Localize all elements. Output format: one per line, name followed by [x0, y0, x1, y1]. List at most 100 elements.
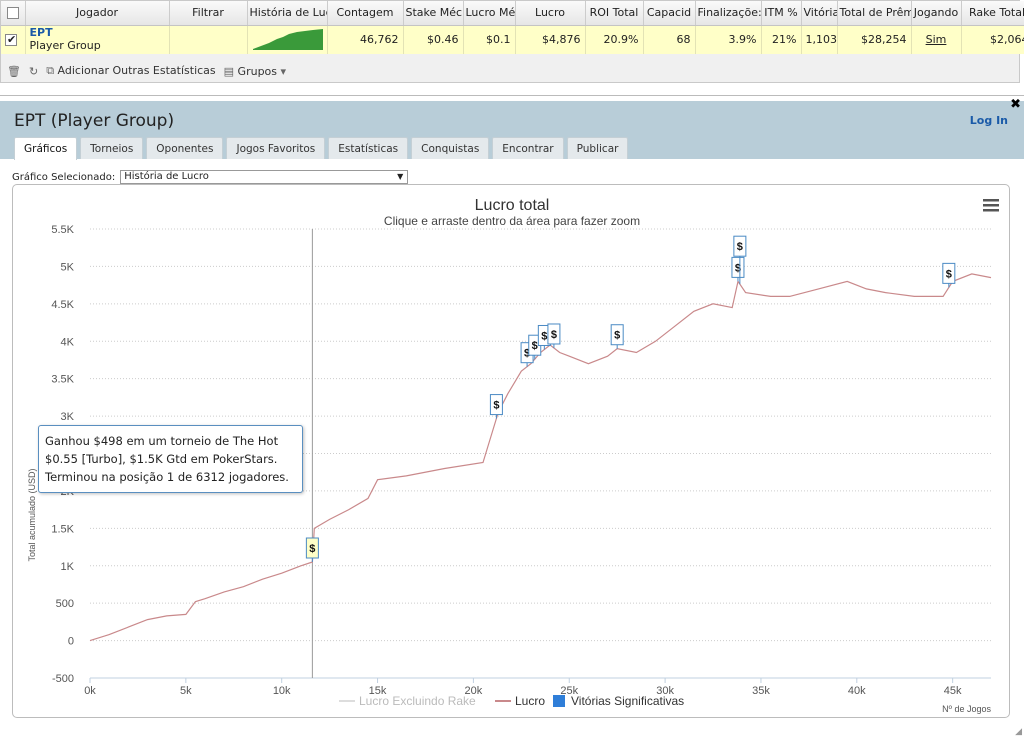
- x-tick-label: 25k: [560, 685, 578, 697]
- menu-icon[interactable]: [983, 199, 999, 212]
- wins-value: 1,103: [801, 25, 838, 54]
- col-header-wins[interactable]: Vitória: [801, 1, 838, 26]
- tab-oponentes[interactable]: Oponentes: [146, 137, 224, 159]
- win-flag[interactable]: $: [547, 323, 561, 348]
- chart-selector-label: Gráfico Selecionado:: [12, 171, 116, 183]
- col-header-prize-total[interactable]: Total de Prêm: [837, 1, 912, 26]
- select-all-checkbox-cell[interactable]: [1, 1, 26, 26]
- legend-item-significant-wins[interactable]: Vitórias Significativas: [553, 694, 684, 708]
- win-flag-box: [489, 394, 503, 416]
- groups-icon: ▤: [223, 64, 235, 78]
- table-header-row: Jogador Filtrar História de Luc Contagem…: [1, 1, 1024, 26]
- table-toolbar: 🗑 ↻ ⧉ Adicionar Outras Estatísticas ▤ Gr…: [7, 63, 286, 79]
- panel-tabs: Gráficos Torneios Oponentes Jogos Favori…: [14, 137, 629, 160]
- dollar-icon: $: [946, 268, 952, 280]
- dollar-icon: $: [735, 262, 741, 274]
- col-header-playing[interactable]: Jogando: [911, 1, 962, 26]
- tab-estatisticas[interactable]: Estatísticas: [328, 137, 409, 159]
- x-tick-label: 5k: [180, 685, 192, 697]
- resize-handle-icon[interactable]: ◢: [1015, 727, 1022, 737]
- legend-item-profit[interactable]: Lucro: [495, 694, 545, 708]
- chart-select[interactable]: História de Lucro ▼: [120, 170, 409, 184]
- groups-dropdown[interactable]: ▤ Grupos ▾: [224, 65, 286, 78]
- table-row[interactable]: EPT Player Group 46,762 $0.46 $0.1 $4,87…: [1, 25, 1024, 54]
- col-header-avg-profit[interactable]: Lucro Mé: [463, 1, 516, 26]
- profit-chart[interactable]: Lucro total Clique e arraste dentro da á…: [13, 185, 1010, 718]
- chart-selector-row: Gráfico Selecionado: História de Lucro ▼: [12, 170, 409, 184]
- finals-value: 3.9%: [695, 25, 762, 54]
- tab-graficos[interactable]: Gráficos: [14, 137, 78, 160]
- profit-series-line: [89, 273, 992, 642]
- win-flag-box: [305, 537, 319, 559]
- refresh-icon[interactable]: ↻: [28, 64, 39, 78]
- win-flag[interactable]: $: [610, 324, 624, 349]
- count-value: 46,762: [327, 25, 404, 54]
- chart-legend[interactable]: Lucro Excluindo Rake Lucro Vitórias Signif…: [339, 694, 684, 708]
- menu-icon-bar-top: [983, 199, 999, 202]
- login-link[interactable]: Log In: [969, 114, 1008, 127]
- tab-torneios[interactable]: Torneios: [80, 137, 144, 159]
- select-all-checkbox[interactable]: [6, 7, 19, 20]
- row-checkbox[interactable]: [5, 33, 17, 47]
- chart-select-value: História de Lucro: [124, 171, 209, 182]
- player-name[interactable]: EPT: [29, 26, 53, 40]
- col-header-count[interactable]: Contagem: [327, 1, 404, 26]
- close-icon[interactable]: ✖: [1010, 97, 1021, 112]
- chevron-down-icon: ▾: [280, 64, 287, 78]
- tab-jogos-favoritos[interactable]: Jogos Favoritos: [226, 137, 326, 159]
- y-tick-label: 5.5K: [51, 224, 74, 236]
- win-flag[interactable]: $: [537, 324, 551, 350]
- win-flag[interactable]: $: [733, 235, 747, 285]
- win-flag-box: [547, 323, 561, 345]
- legend-item-profit-excl-rake[interactable]: Lucro Excluindo Rake: [339, 694, 476, 708]
- divider: [0, 95, 1024, 96]
- x-axis-ticks: 0k 5k 10k 15k 20k 25k 30k 35k 40k 45k: [84, 678, 962, 697]
- x-axis-label: Nº de Jogos: [942, 704, 991, 714]
- tab-publicar[interactable]: Publicar: [566, 137, 629, 159]
- win-flag-box: [731, 256, 745, 278]
- trash-icon[interactable]: 🗑: [7, 64, 21, 78]
- col-header-profit[interactable]: Lucro: [515, 1, 586, 26]
- y-tick-label: 500: [56, 598, 74, 610]
- y-axis-label: Total acumulado (USD): [27, 468, 37, 561]
- win-flags[interactable]: $$$$$ $ $$$$: [305, 235, 956, 563]
- dollar-icon: $: [551, 329, 557, 341]
- win-flag-box: [733, 235, 747, 257]
- playing-link[interactable]: Sim: [925, 33, 947, 47]
- col-header-roi[interactable]: ROI Total: [585, 1, 644, 26]
- panel-header: EPT (Player Group) Log In ✖ Gráficos Tor…: [0, 97, 1024, 160]
- win-flag[interactable]: $: [731, 256, 745, 282]
- tab-encontrar[interactable]: Encontrar: [492, 137, 564, 159]
- col-header-capacity[interactable]: Capacid: [643, 1, 696, 26]
- win-flag[interactable]: $: [489, 394, 503, 419]
- win-flag[interactable]: $: [305, 537, 319, 563]
- player-cell[interactable]: EPT Player Group: [25, 25, 170, 54]
- dollar-icon: $: [309, 543, 315, 555]
- chart-container[interactable]: Lucro total Clique e arraste dentro da á…: [12, 184, 1010, 718]
- itm-value: 21%: [761, 25, 802, 54]
- win-flag[interactable]: $: [942, 262, 956, 288]
- col-header-rake-total[interactable]: Rake Total: [961, 1, 1024, 26]
- sparkline-area: [252, 29, 323, 51]
- dollar-icon: $: [493, 400, 499, 412]
- panel-title: EPT (Player Group): [14, 111, 175, 131]
- col-header-profit-history[interactable]: História de Luc: [247, 1, 328, 26]
- y-tick-label: 0: [68, 636, 74, 648]
- add-stats-button[interactable]: ⧉ Adicionar Outras Estatísticas: [46, 64, 215, 78]
- tab-conquistas[interactable]: Conquistas: [411, 137, 490, 159]
- win-flag-box: [942, 262, 956, 284]
- tooltip: Ganhou $498 em um torneio de The Hot $0.…: [38, 425, 303, 493]
- row-checkbox-cell[interactable]: [1, 25, 26, 54]
- y-tick-label: 1.5K: [51, 523, 74, 535]
- series-layer: [89, 273, 992, 642]
- filter-cell[interactable]: [169, 25, 248, 54]
- x-tick-label: 45k: [944, 685, 962, 697]
- col-header-filter[interactable]: Filtrar: [169, 1, 248, 26]
- avg-stake-value: $0.46: [403, 25, 464, 54]
- col-header-player[interactable]: Jogador: [25, 1, 170, 26]
- profit-value: $4,876: [515, 25, 586, 54]
- col-header-finals[interactable]: Finalizaçõe:: [695, 1, 762, 26]
- col-header-itm[interactable]: ITM %: [761, 1, 802, 26]
- legend-label: Vitórias Significativas: [571, 694, 684, 708]
- col-header-avg-stake[interactable]: Stake Méc: [403, 1, 464, 26]
